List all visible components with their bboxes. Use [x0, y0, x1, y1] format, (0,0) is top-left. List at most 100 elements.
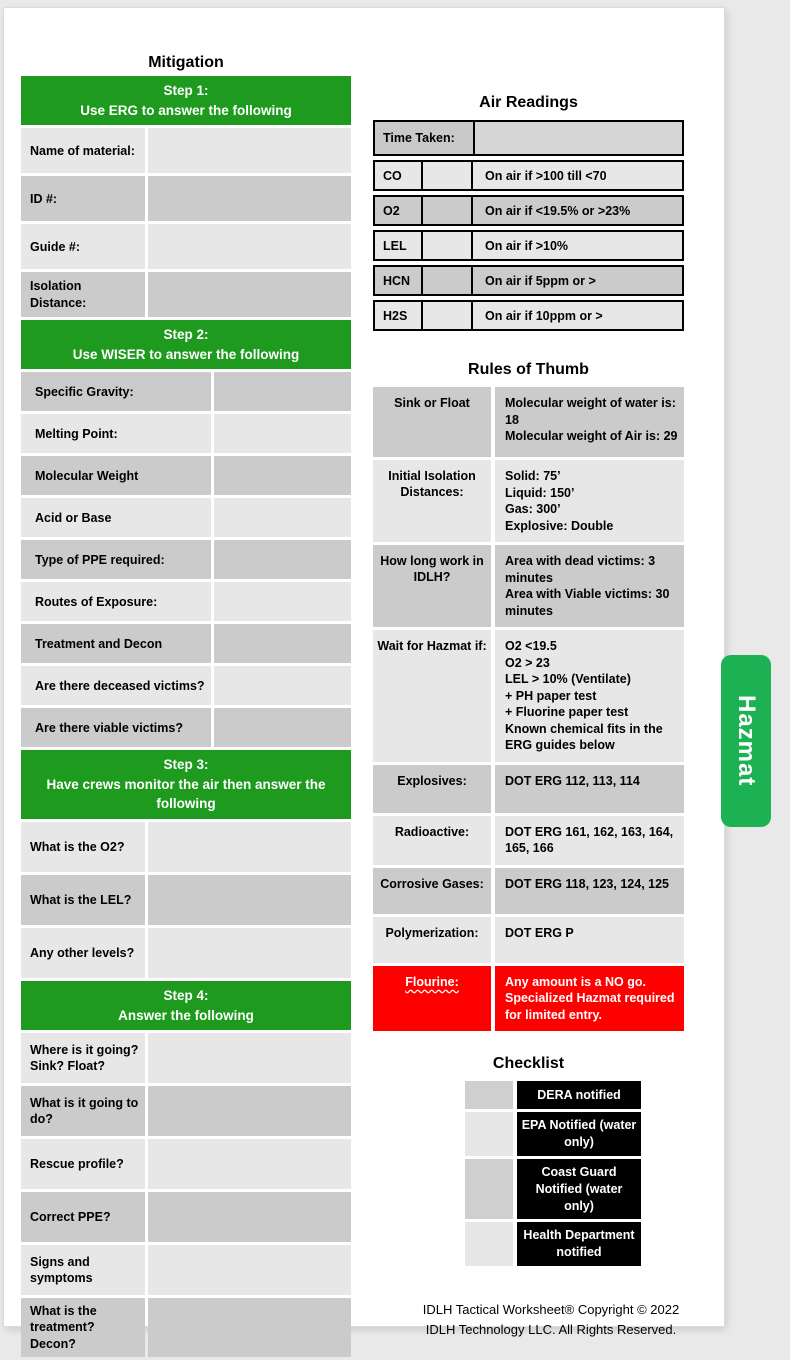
rule-line: Any amount is a NO go. Specialized Hazma…	[505, 974, 675, 1022]
table-row: Specific Gravity:	[21, 372, 351, 412]
copyright-line2: IDLH Technology LLC. All Rights Reserved…	[425, 1322, 677, 1338]
rule-line: Molecular weight of water is: 18	[505, 396, 676, 427]
rule-line: Area with dead victims: 3 minutes	[505, 554, 656, 585]
table-row: ID #:	[21, 176, 351, 222]
rule-row: Radioactive: DOT ERG 161, 162, 163, 164,…	[373, 815, 684, 865]
table-row: Name of material:	[21, 128, 351, 174]
rule-line: Gas: 300’	[505, 502, 561, 516]
checkbox-cell[interactable]	[465, 1112, 513, 1156]
rule-value: DOT ERG 112, 113, 114	[495, 764, 684, 813]
field-label: ID #:	[21, 176, 145, 222]
field-label: Acid or Base	[21, 498, 211, 538]
field-value-cell[interactable]	[148, 1245, 351, 1296]
field-label: Isolation Distance:	[21, 272, 145, 318]
step4-header: Step 4: Answer the following	[21, 980, 351, 1031]
rule-label: Explosives:	[373, 764, 491, 813]
field-value-cell[interactable]	[148, 224, 351, 270]
rule-value: DOT ERG 118, 123, 124, 125	[495, 867, 684, 914]
checkbox-cell[interactable]	[465, 1222, 513, 1267]
air-row-h2s: H2S On air if 10ppm or >	[373, 300, 684, 331]
reading-value-cell[interactable]	[423, 162, 473, 189]
criterion-text: On air if >10%	[473, 232, 682, 259]
field-label: Where is it going? Sink? Float?	[21, 1033, 145, 1084]
field-value-cell[interactable]	[148, 821, 351, 872]
field-label: Signs and symptoms	[21, 1245, 145, 1296]
hazmat-side-tab[interactable]: Hazmat	[721, 655, 771, 827]
time-taken-label: Time Taken:	[375, 122, 475, 154]
table-row: Type of PPE required:	[21, 540, 351, 580]
checkbox-cell[interactable]	[465, 1158, 513, 1220]
reading-value-cell[interactable]	[423, 232, 473, 259]
rule-line: Explosive: Double	[505, 518, 614, 533]
step2-section: Step 2: Use WISER to answer the followin…	[21, 320, 351, 748]
rule-row: Wait for Hazmat if: O2 <19.5 O2 > 23 LEL…	[373, 630, 684, 762]
field-value-cell[interactable]	[148, 176, 351, 222]
field-value-cell[interactable]	[214, 372, 351, 412]
field-value-cell[interactable]	[214, 666, 351, 706]
table-row: What is the treatment? Decon?	[21, 1298, 351, 1357]
field-value-cell[interactable]	[214, 624, 351, 664]
air-row-hcn: HCN On air if 5ppm or >	[373, 265, 684, 296]
field-label: Specific Gravity:	[21, 372, 211, 412]
table-row: Signs and symptoms	[21, 1245, 351, 1296]
field-value-cell[interactable]	[214, 456, 351, 496]
rule-value: DOT ERG 161, 162, 163, 164, 165, 166	[495, 815, 684, 865]
table-row: Are there deceased victims?	[21, 666, 351, 706]
table-row: Correct PPE?	[21, 1192, 351, 1243]
field-value-cell[interactable]	[214, 708, 351, 748]
checklist-item-label: Health Department notified	[517, 1222, 641, 1267]
field-value-cell[interactable]	[148, 272, 351, 318]
chem-label: LEL	[375, 232, 423, 259]
list-item: EPA Notified (water only)	[465, 1112, 641, 1156]
rule-label: Radioactive:	[373, 815, 491, 865]
rule-label: Corrosive Gases:	[373, 867, 491, 914]
field-value-cell[interactable]	[214, 414, 351, 454]
reference-column: Air Readings Time Taken: CO On air if >1…	[373, 94, 684, 1340]
field-value-cell[interactable]	[214, 540, 351, 580]
table-row: Molecular Weight	[21, 456, 351, 496]
field-value-cell[interactable]	[148, 874, 351, 925]
table-row: Rescue profile?	[21, 1139, 351, 1190]
rule-line: O2 <19.5	[505, 639, 557, 653]
chem-label: H2S	[375, 302, 423, 329]
checkbox-cell[interactable]	[465, 1081, 513, 1109]
table-row: Where is it going? Sink? Float?	[21, 1033, 351, 1084]
field-value-cell[interactable]	[214, 498, 351, 538]
field-value-cell[interactable]	[148, 128, 351, 174]
time-taken-value-cell[interactable]	[475, 122, 682, 154]
rule-value: O2 <19.5 O2 > 23 LEL > 10% (Ventilate) +…	[495, 630, 684, 762]
rule-label: Polymerization:	[373, 916, 491, 963]
air-readings-table: Time Taken: CO On air if >100 till <70 O…	[373, 120, 684, 331]
field-value-cell[interactable]	[148, 1086, 351, 1137]
step4-subtitle: Answer the following	[118, 1007, 254, 1023]
reading-value-cell[interactable]	[423, 302, 473, 329]
field-label: Molecular Weight	[21, 456, 211, 496]
list-item: Coast Guard Notified (water only)	[465, 1158, 641, 1220]
field-value-cell[interactable]	[148, 927, 351, 978]
hazmat-tab-label: Hazmat	[733, 695, 760, 787]
field-value-cell[interactable]	[148, 1192, 351, 1243]
field-label: Name of material:	[21, 128, 145, 174]
rule-label: Sink or Float	[373, 387, 491, 457]
mitigation-title: Mitigation	[148, 54, 224, 71]
field-value-cell[interactable]	[148, 1298, 351, 1357]
field-label: Guide #:	[21, 224, 145, 270]
rule-row-flourine-alert: Flourine: Any amount is a NO go. Special…	[373, 965, 684, 1031]
field-value-cell[interactable]	[148, 1139, 351, 1190]
table-row: What is the O2?	[21, 821, 351, 872]
criterion-text: On air if 5ppm or >	[473, 267, 682, 294]
reading-value-cell[interactable]	[423, 197, 473, 224]
field-label: Melting Point:	[21, 414, 211, 454]
field-value-cell[interactable]	[148, 1033, 351, 1084]
checklist-item-label: Coast Guard Notified (water only)	[517, 1158, 641, 1220]
rules-of-thumb-title: Rules of Thumb	[468, 361, 589, 378]
reading-value-cell[interactable]	[423, 267, 473, 294]
criterion-text: On air if 10ppm or >	[473, 302, 682, 329]
list-item: Health Department notified	[465, 1222, 641, 1267]
step1-subtitle: Use ERG to answer the following	[80, 102, 292, 118]
step1-section: Step 1: Use ERG to answer the following …	[21, 76, 351, 318]
rule-line: Molecular weight of Air is: 29	[505, 429, 678, 443]
field-value-cell[interactable]	[214, 582, 351, 622]
rule-value: DOT ERG P	[495, 916, 684, 963]
rule-row: Polymerization: DOT ERG P	[373, 916, 684, 963]
